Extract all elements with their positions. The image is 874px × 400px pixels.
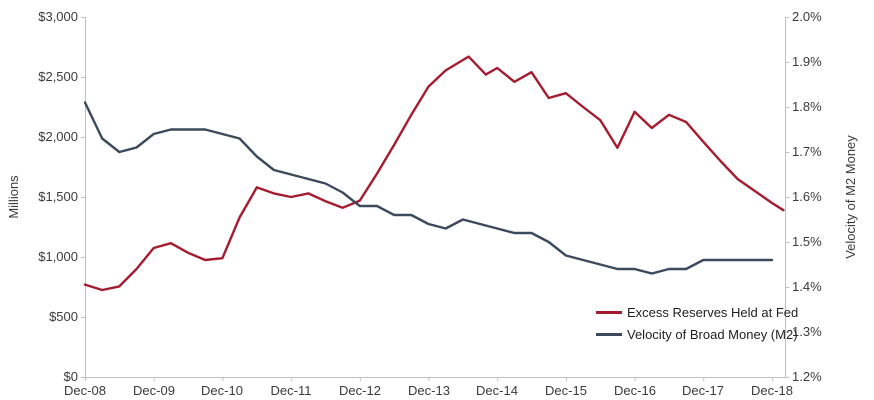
left-axis-title: Millions xyxy=(6,175,21,219)
left-tick-label: $3,000 xyxy=(38,9,78,24)
right-tick-label: 1.9% xyxy=(792,54,822,69)
right-tick-label: 2.0% xyxy=(792,9,822,24)
right-tick-label: 1.2% xyxy=(792,369,822,384)
legend-label: Excess Reserves Held at Fed xyxy=(627,304,799,320)
left-tick-label: $0 xyxy=(63,369,78,384)
excess-reserves-swatch xyxy=(596,310,622,314)
left-tick-label: $2,000 xyxy=(38,129,78,144)
right-tick-label: 1.3% xyxy=(792,324,822,339)
legend-label: Velocity of Broad Money (M2) xyxy=(627,326,798,342)
x-tick-label: Dec-17 xyxy=(682,383,724,398)
x-tick-label: Dec-12 xyxy=(339,383,381,398)
right-tick-label: 1.7% xyxy=(792,144,822,159)
right-tick-label: 1.6% xyxy=(792,189,822,204)
right-tick-label: 1.8% xyxy=(792,99,822,114)
right-axis-title: Velocity of M2 Money xyxy=(843,135,858,259)
x-tick-label: Dec-09 xyxy=(133,383,175,398)
left-tick-label: $500 xyxy=(49,309,78,324)
axes xyxy=(81,17,789,381)
excess-reserves-line xyxy=(83,55,785,292)
velocity-swatch xyxy=(596,332,622,336)
velocity-line xyxy=(83,101,774,275)
x-tick-label: Dec-18 xyxy=(751,383,793,398)
left-tick-label: $1,000 xyxy=(38,249,78,264)
legend: Excess Reserves Held at Fed Velocity of … xyxy=(596,301,798,345)
x-tick-label: Dec-13 xyxy=(408,383,450,398)
x-tick-label: Dec-15 xyxy=(545,383,587,398)
x-tick-label: Dec-16 xyxy=(614,383,656,398)
legend-item-excess-reserves: Excess Reserves Held at Fed xyxy=(596,301,798,323)
left-tick-label: $2,500 xyxy=(38,69,78,84)
left-tick-label: $1,500 xyxy=(38,189,78,204)
x-tick-label: Dec-14 xyxy=(476,383,518,398)
x-tick-label: Dec-10 xyxy=(201,383,243,398)
right-tick-label: 1.5% xyxy=(792,234,822,249)
x-tick-label: Dec-11 xyxy=(270,383,312,398)
legend-item-velocity: Velocity of Broad Money (M2) xyxy=(596,323,798,345)
x-tick-label: Dec-08 xyxy=(64,383,106,398)
right-tick-label: 1.4% xyxy=(792,279,822,294)
